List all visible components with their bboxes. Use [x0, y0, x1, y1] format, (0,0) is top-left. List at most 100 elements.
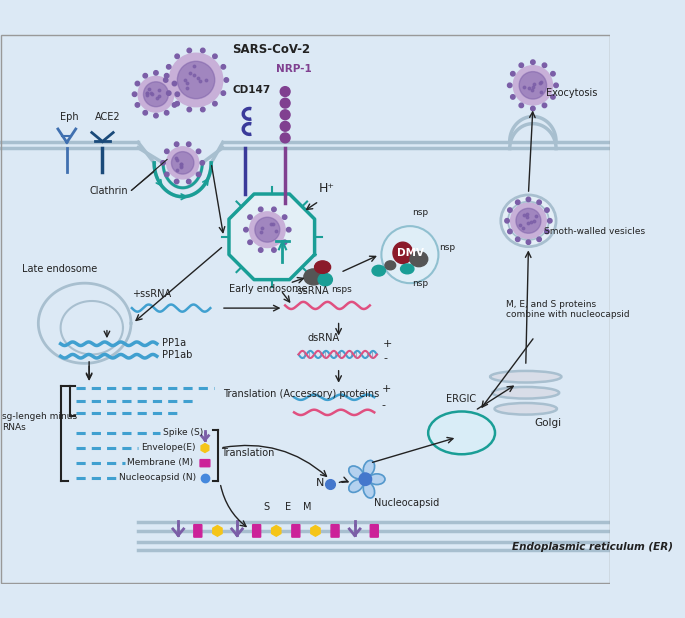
Circle shape	[200, 161, 205, 165]
Circle shape	[224, 78, 229, 82]
Circle shape	[164, 172, 169, 177]
Circle shape	[510, 72, 515, 76]
Text: Translation: Translation	[221, 447, 275, 457]
Circle shape	[286, 227, 291, 232]
Text: E: E	[285, 502, 291, 512]
FancyBboxPatch shape	[194, 525, 202, 537]
Circle shape	[177, 61, 215, 99]
Circle shape	[164, 74, 169, 78]
Circle shape	[545, 229, 549, 234]
Circle shape	[143, 74, 147, 78]
Circle shape	[213, 101, 217, 106]
Ellipse shape	[349, 466, 363, 479]
Text: -ssRNA: -ssRNA	[294, 286, 329, 296]
Ellipse shape	[495, 403, 557, 415]
Circle shape	[551, 72, 555, 76]
Ellipse shape	[318, 273, 332, 286]
FancyBboxPatch shape	[331, 525, 339, 537]
Circle shape	[537, 237, 541, 242]
Text: M: M	[303, 502, 312, 512]
Circle shape	[282, 240, 287, 245]
Text: M, E, and S proteins
combine with nucleocapsid: M, E, and S proteins combine with nucleo…	[506, 300, 630, 319]
Text: Early endosome: Early endosome	[229, 284, 308, 294]
Circle shape	[143, 82, 169, 107]
Circle shape	[545, 208, 549, 213]
Circle shape	[519, 72, 547, 99]
Circle shape	[280, 98, 290, 108]
Text: N: N	[316, 478, 325, 488]
Circle shape	[164, 111, 169, 115]
Text: Late endosome: Late endosome	[23, 263, 97, 274]
Circle shape	[172, 103, 177, 107]
Text: nsps: nsps	[332, 285, 352, 294]
Circle shape	[258, 248, 263, 252]
Polygon shape	[311, 525, 320, 536]
Circle shape	[526, 240, 531, 244]
Text: PP1a: PP1a	[162, 337, 186, 347]
Ellipse shape	[410, 252, 427, 267]
Circle shape	[135, 82, 140, 86]
Circle shape	[510, 95, 515, 99]
Polygon shape	[213, 525, 222, 536]
Circle shape	[143, 111, 147, 115]
Circle shape	[382, 226, 438, 283]
Text: nsp: nsp	[412, 279, 428, 288]
Circle shape	[547, 219, 552, 223]
Text: +: +	[383, 339, 393, 349]
Text: CD147: CD147	[233, 85, 271, 95]
Circle shape	[187, 108, 192, 112]
Circle shape	[221, 91, 225, 95]
Ellipse shape	[501, 195, 556, 247]
Text: ERGIC: ERGIC	[445, 394, 475, 404]
Circle shape	[175, 54, 179, 59]
FancyBboxPatch shape	[292, 525, 300, 537]
Text: H⁺: H⁺	[319, 182, 335, 195]
Polygon shape	[272, 525, 281, 536]
Ellipse shape	[304, 269, 323, 285]
Circle shape	[516, 237, 520, 242]
Circle shape	[516, 208, 541, 233]
Circle shape	[531, 60, 535, 64]
Circle shape	[135, 103, 140, 107]
Ellipse shape	[393, 242, 412, 263]
Circle shape	[175, 142, 179, 146]
Circle shape	[172, 82, 177, 86]
Circle shape	[248, 240, 252, 245]
Circle shape	[519, 103, 523, 108]
Circle shape	[258, 207, 263, 211]
Circle shape	[221, 65, 225, 69]
Ellipse shape	[372, 265, 386, 276]
Ellipse shape	[490, 371, 562, 383]
Circle shape	[164, 78, 168, 82]
Text: ACE2: ACE2	[95, 112, 121, 122]
Circle shape	[543, 63, 547, 67]
Ellipse shape	[369, 474, 385, 485]
Ellipse shape	[363, 483, 375, 498]
Circle shape	[164, 149, 169, 153]
Circle shape	[280, 110, 290, 120]
Text: DMV: DMV	[397, 248, 423, 258]
Circle shape	[244, 227, 248, 232]
Circle shape	[505, 219, 509, 223]
Text: NRP-1: NRP-1	[276, 64, 312, 74]
Circle shape	[166, 147, 199, 179]
Circle shape	[201, 48, 205, 53]
Circle shape	[175, 101, 179, 106]
Ellipse shape	[401, 264, 414, 274]
Circle shape	[508, 229, 512, 234]
Circle shape	[169, 53, 223, 107]
Text: Translation (Accessory) proteins: Translation (Accessory) proteins	[223, 389, 379, 399]
Text: sg-lengeh minus
RNAs: sg-lengeh minus RNAs	[2, 412, 77, 432]
Polygon shape	[201, 444, 209, 452]
Text: nsp: nsp	[439, 243, 456, 252]
Ellipse shape	[493, 387, 559, 399]
Circle shape	[280, 121, 290, 131]
Text: -: -	[382, 400, 386, 410]
Circle shape	[213, 54, 217, 59]
Circle shape	[508, 83, 512, 88]
Circle shape	[526, 197, 531, 201]
Text: Smoth-walled vesicles: Smoth-walled vesicles	[545, 227, 645, 236]
Circle shape	[554, 83, 558, 88]
Ellipse shape	[314, 261, 331, 273]
Circle shape	[197, 172, 201, 177]
